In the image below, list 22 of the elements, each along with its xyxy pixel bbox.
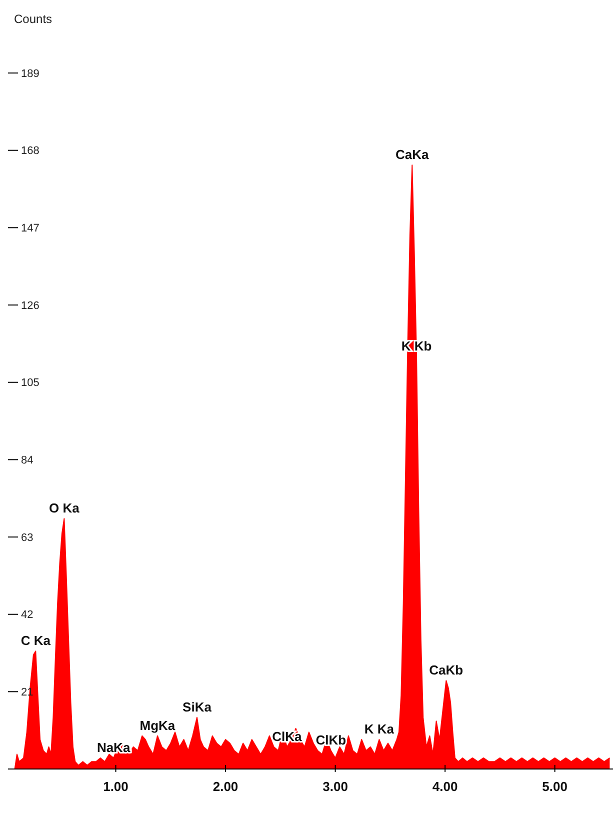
annotation: CaKa	[396, 147, 430, 162]
annotation: CaKb	[429, 662, 464, 678]
x-tick-label: 5.00	[542, 779, 568, 794]
y-tick-label: 126	[21, 300, 40, 312]
x-tick-label: 3.00	[322, 779, 348, 794]
y-tick-label: 63	[21, 532, 34, 544]
annotation: O Ka	[49, 500, 80, 516]
y-axis-title: Counts	[14, 12, 52, 26]
annotation: C Ka	[20, 633, 52, 648]
y-tick-label: 105	[21, 377, 40, 390]
y-tick-label: 147	[21, 222, 40, 235]
annotation: MgKa	[140, 718, 176, 733]
y-tick-label: 42	[21, 609, 34, 622]
annotation: ClKb	[316, 732, 346, 748]
x-tick-label: 4.00	[432, 779, 458, 794]
y-tick-label: 168	[21, 145, 40, 158]
y-tick-label: 189	[21, 68, 40, 80]
annotation: K Ka	[364, 722, 395, 737]
x-tick-label: 1.00	[103, 779, 128, 794]
annotation: SiKa	[182, 699, 212, 714]
x-tick-label: 2.00	[212, 779, 238, 794]
y-tick-label: 84	[21, 454, 34, 467]
